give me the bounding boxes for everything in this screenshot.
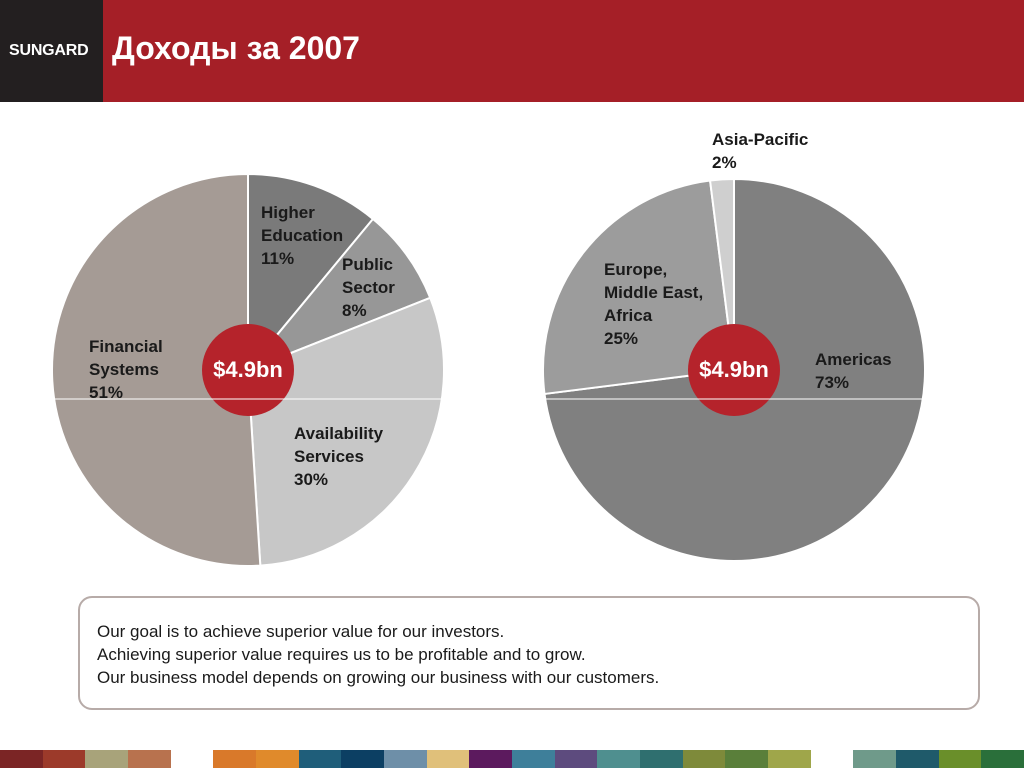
footer-color-block <box>682 750 726 768</box>
page-title: Доходы за 2007 <box>112 30 360 66</box>
footer-color-block <box>640 750 683 768</box>
pie-slice-higher-education <box>247 172 375 373</box>
footer-color-block <box>384 750 427 768</box>
center-circle <box>202 324 294 416</box>
footer-color-block <box>256 750 299 768</box>
footer-color-block <box>512 750 555 768</box>
footer-color-block <box>981 750 1024 768</box>
logo-box: SUNGARD <box>0 0 103 102</box>
center-total-label: $4.9bn <box>699 357 769 382</box>
footer-color-block <box>341 750 385 768</box>
pie-slice-availability-services <box>246 296 445 567</box>
footer-color-block <box>42 750 86 768</box>
footer-color-block <box>213 750 257 768</box>
statement-line: Our goal is to achieve superior value fo… <box>97 622 505 641</box>
slice-label-availability-services: Availability Services 30% <box>294 424 384 489</box>
footer-color-block <box>938 750 982 768</box>
slice-label-europe-middle-east-africa: Europe, Middle East, Africa 25% <box>604 260 703 348</box>
footer-color-block <box>554 750 598 768</box>
pie-slice-financial-systems <box>51 172 262 567</box>
header-bar: SUNGARD Доходы за 2007 <box>0 0 1024 102</box>
pie-chart-industry: Higher Education 11% Public Sector 8% Availabi… <box>51 172 445 567</box>
footer-color-block <box>170 750 214 768</box>
footer-color-block <box>597 750 641 768</box>
charts-area: Higher Education 11% Public Sector 8% Availabi… <box>51 130 926 567</box>
footer-color-block <box>0 750 43 768</box>
footer-color-block <box>896 750 939 768</box>
pie-slice-europe-middle-east-africa <box>542 179 736 396</box>
footer-color-block <box>128 750 171 768</box>
footer-color-block <box>810 750 854 768</box>
footer-color-block <box>298 750 342 768</box>
slice-label-financial-systems: Financial Systems 51% <box>89 337 163 402</box>
footer-color-block <box>768 750 811 768</box>
sungard-logo: SUNGARD <box>9 42 89 59</box>
footer-color-block <box>469 750 513 768</box>
pie-chart-region: Americas 73% Europe, Middle East, Africa 25% A… <box>542 130 926 562</box>
slice-label-americas: Americas 73% <box>815 350 892 392</box>
pie-slice-asia-pacific <box>708 177 735 371</box>
footer-color-block <box>426 750 470 768</box>
slice-label-higher-education: Higher Education 11% <box>261 203 343 268</box>
footer-color-block <box>853 750 897 768</box>
footer-color-block <box>85 750 129 768</box>
statement-line: Achieving superior value requires us to … <box>97 645 586 664</box>
statement-line: Our business model depends on growing ou… <box>97 668 660 687</box>
center-total-label: $4.9bn <box>213 357 283 382</box>
footer-color-strip <box>0 750 1024 768</box>
center-circle <box>688 324 780 416</box>
footer-color-block <box>725 750 769 768</box>
slice-label-public-sector: Public Sector 8% <box>342 255 395 320</box>
statement-box: Our goal is to achieve superior value fo… <box>78 596 980 710</box>
slice-label-asia-pacific: Asia-Pacific 2% <box>712 130 808 172</box>
pie-slice-public-sector <box>247 217 432 371</box>
